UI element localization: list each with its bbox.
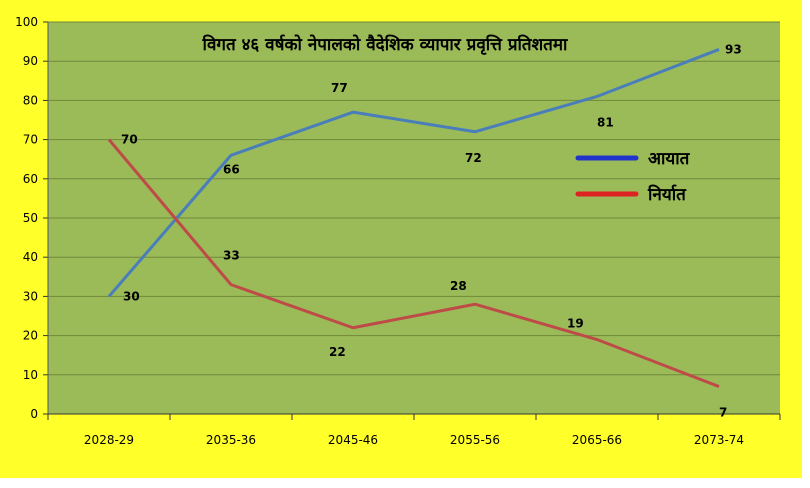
x-tick-label: 2035-36 xyxy=(206,433,256,447)
y-tick-label: 0 xyxy=(30,407,38,421)
y-tick-label: 50 xyxy=(23,211,38,225)
data-label: 33 xyxy=(223,249,240,263)
data-label: 28 xyxy=(450,279,467,293)
x-tick-label: 2065-66 xyxy=(572,433,622,447)
data-label: 81 xyxy=(597,115,614,129)
y-tick-label: 20 xyxy=(23,329,38,343)
data-label: 30 xyxy=(123,289,140,303)
y-tick-label: 80 xyxy=(23,93,38,107)
data-label: 72 xyxy=(465,151,482,165)
data-label: 77 xyxy=(331,81,348,95)
legend: आयात निर्यात xyxy=(575,149,691,205)
y-tick-label: 90 xyxy=(23,54,38,68)
data-labels: 30 66 77 72 81 93 70 33 22 28 19 7 xyxy=(121,42,742,419)
y-tick-label: 60 xyxy=(23,172,38,186)
chart-area: 0 10 20 30 40 50 60 70 80 90 100 2028-29 2035-36 204… xyxy=(0,0,802,478)
legend-label: निर्यात xyxy=(647,184,687,205)
data-label: 7 xyxy=(719,406,727,420)
line-chart: 0 10 20 30 40 50 60 70 80 90 100 2028-29 2035-36 204… xyxy=(15,15,781,447)
y-axis: 0 10 20 30 40 50 60 70 80 90 100 xyxy=(15,15,49,421)
data-label: 93 xyxy=(725,42,742,56)
gridlines xyxy=(48,21,780,415)
data-label: 22 xyxy=(329,345,346,359)
series-lines xyxy=(107,48,720,388)
legend-label: आयात xyxy=(648,149,691,169)
y-tick-label: 30 xyxy=(23,289,38,303)
y-tick-label: 10 xyxy=(23,368,38,382)
chart-title: विगत ४६ वर्षको नेपालको वैदेशिक व्यापार प… xyxy=(202,34,568,55)
y-tick-label: 70 xyxy=(23,133,38,147)
series-line xyxy=(107,48,720,298)
y-tick-label: 100 xyxy=(15,15,38,29)
x-tick-label: 2073-74 xyxy=(694,433,744,447)
x-axis: 2028-29 2035-36 2045-46 2055-56 2065-66 2073-… xyxy=(47,413,781,447)
x-tick-label: 2045-46 xyxy=(328,433,378,447)
data-label: 66 xyxy=(223,162,240,176)
data-label: 70 xyxy=(121,133,138,147)
x-tick-label: 2055-56 xyxy=(450,433,500,447)
y-tick-label: 40 xyxy=(23,250,38,264)
data-label: 19 xyxy=(567,317,584,331)
series-line xyxy=(107,138,720,388)
x-tick-label: 2028-29 xyxy=(84,433,134,447)
